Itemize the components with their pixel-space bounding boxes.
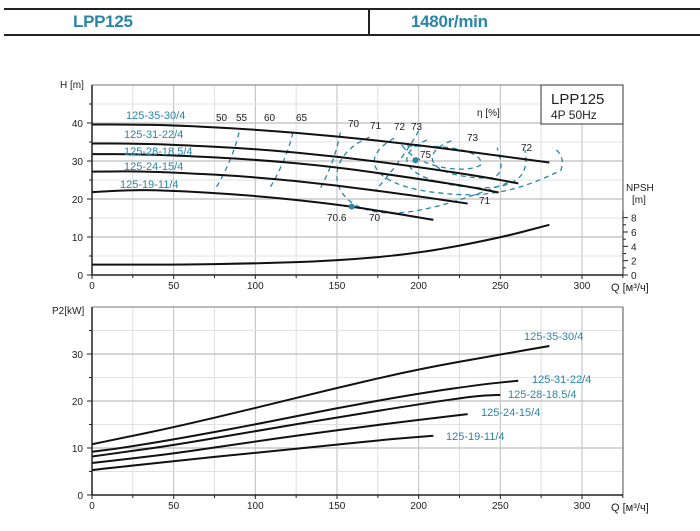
efficiency-loop-75 (401, 145, 482, 170)
hq-xtick-label: 200 (410, 281, 427, 292)
p2q-xtick-label: 150 (329, 501, 346, 512)
hq-xtick-label: 250 (492, 281, 509, 292)
efficiency-label: η [%] (477, 108, 500, 119)
header-model: LPP125 (73, 12, 133, 31)
npsh-axis: 0 2 4 6 8 (622, 210, 637, 282)
p2q-series-label: 125-35-30/4 (524, 331, 583, 343)
npsh-tick-label: 0 (631, 271, 637, 282)
hq-xtick-label: 100 (247, 281, 264, 292)
efficiency-contours (215, 130, 563, 214)
hq-series-label: 125-31-22/4 (124, 129, 183, 141)
p2q-ylabel: P2[kW] (52, 306, 84, 317)
p2q-ytick-label: 0 (77, 491, 83, 502)
p2q-chart: 0 50 100 150 200 250 300 0 10 20 30 P2[kW] Q [м³/ч… (52, 306, 649, 514)
efficiency-label-72: 72 (394, 122, 406, 133)
hq-series-label: 125-24-15/4 (124, 161, 183, 173)
npsh-tick-label: 8 (631, 214, 637, 225)
efficiency-label-71: 71 (479, 196, 491, 207)
efficiency-point-label: 70.6 (327, 213, 347, 224)
header-top-rule (4, 8, 700, 10)
efficiency-point-70.6 (348, 203, 355, 210)
p2q-xlabel: Q [м³/ч] (611, 502, 649, 514)
hq-ytick-label: 0 (77, 271, 83, 282)
p2q-xtick-label: 200 (410, 501, 427, 512)
hq-ytick-label: 30 (72, 157, 84, 168)
p2q-curves (91, 345, 550, 472)
p2q-ytick-label: 30 (72, 350, 84, 361)
efficiency-label-60: 60 (264, 113, 276, 124)
npsh-unit: [m] (632, 195, 646, 206)
efficiency-label-71: 71 (370, 121, 382, 132)
efficiency-label-72: 72 (521, 143, 533, 154)
npsh-label: NPSH (626, 183, 654, 194)
efficiency-label-73: 73 (467, 133, 479, 144)
hq-xtick-label: 150 (329, 281, 346, 292)
hq-curve-125-35-30/4 (92, 123, 550, 164)
hq-series-label: 125-35-30/4 (126, 110, 185, 122)
npsh-tick-label: 6 (631, 228, 637, 239)
p2q-series-label: 125-24-15/4 (481, 407, 540, 419)
npsh-tick-label: 4 (631, 242, 637, 253)
efficiency-loop-73 (431, 140, 502, 179)
p2q-ytick-label: 10 (72, 444, 84, 455)
hq-ytick-label: 40 (72, 119, 84, 130)
p2q-series-label: 125-31-22/4 (532, 374, 591, 386)
efficiency-line-65 (374, 130, 420, 192)
p2q-curve-125-19-11/4 (91, 434, 434, 472)
p2q-curve-125-31-22/4 (91, 379, 519, 453)
p2q-series-label: 125-19-11/4 (446, 431, 505, 443)
p2q-ytick-label: 20 (72, 397, 84, 408)
p2q-xtick-label: 300 (574, 501, 591, 512)
hq-ytick-label: 10 (72, 233, 84, 244)
hq-curves (91, 123, 550, 266)
hq-series-labels: 125-35-30/4 125-31-22/4 125-28-18.5/4 125-2… (120, 110, 193, 191)
p2q-series-label: 125-28-18.5/4 (508, 389, 577, 401)
hq-curve-125-19-11/4 (91, 189, 434, 221)
info-box-model: LPP125 (551, 91, 604, 108)
info-box-spec: 4P 50Hz (551, 108, 597, 122)
header-bottom-rule (4, 34, 700, 36)
hq-ytick-label: 20 (72, 195, 84, 206)
hq-ylabel: H [m] (60, 80, 84, 91)
npsh-curve (91, 223, 550, 266)
p2q-curve-125-24-15/4 (91, 413, 468, 465)
efficiency-point-75 (412, 157, 419, 164)
header-speed: 1480r/min (411, 12, 488, 31)
efficiency-line-55 (269, 132, 294, 188)
efficiency-loop-71 (373, 137, 563, 196)
p2q-xtick-label: 0 (89, 501, 95, 512)
efficiency-label-73: 73 (411, 122, 423, 133)
hq-series-label: 125-19-11/4 (120, 179, 179, 191)
efficiency-label-70: 70 (348, 119, 360, 130)
info-box: LPP125 4P 50Hz (540, 84, 624, 125)
efficiency-line-50 (215, 132, 240, 188)
p2q-axes: 0 50 100 150 200 250 300 0 10 20 30 (72, 306, 624, 512)
hq-xlabel: Q [м³/ч] (611, 282, 649, 294)
p2q-series-labels: 125-35-30/4 125-31-22/4 125-28-18.5/4 125-2… (446, 331, 591, 443)
efficiency-labels: 50 55 60 65 70 71 72 73 75 73 72 71 70 (216, 113, 533, 224)
efficiency-label-55: 55 (236, 113, 248, 124)
header-divider (368, 8, 370, 35)
efficiency-label-50: 50 (216, 113, 228, 124)
efficiency-label-70: 70 (369, 213, 381, 224)
p2q-xtick-label: 250 (492, 501, 509, 512)
efficiency-label-65: 65 (296, 113, 308, 124)
hq-xtick-label: 50 (168, 281, 180, 292)
hq-curve-125-24-15/4 (91, 170, 468, 205)
hq-series-label: 125-28-18.5/4 (124, 146, 193, 158)
hq-xtick-label: 0 (89, 281, 95, 292)
npsh-tick-label: 2 (631, 257, 637, 268)
hq-xtick-label: 300 (574, 281, 591, 292)
p2q-xtick-label: 100 (247, 501, 264, 512)
hq-points: 70.6 (327, 157, 419, 224)
efficiency-loop-70 (336, 136, 511, 214)
hq-curve-125-28-18.5/4 (92, 153, 499, 194)
hq-curve-125-31-22/4 (92, 142, 519, 185)
efficiency-label-75: 75 (420, 150, 432, 161)
p2q-curve-125-35-30/4 (91, 345, 550, 446)
p2q-curve-125-28-18.5/4 (91, 393, 501, 458)
p2q-xtick-label: 50 (168, 501, 180, 512)
